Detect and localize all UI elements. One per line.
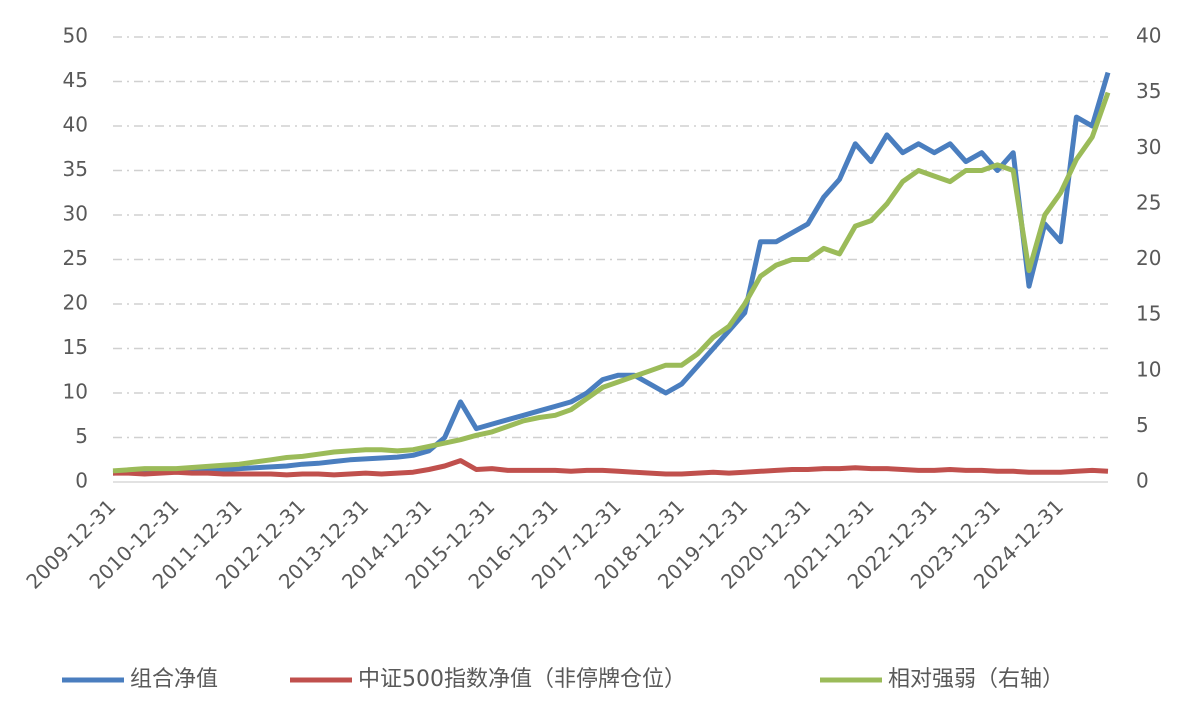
series-line (112, 91, 1111, 474)
y-tick-label: 40 (63, 113, 88, 137)
y-tick-label: 35 (63, 157, 88, 181)
y2-tick-label: 25 (1136, 190, 1161, 214)
series-line (113, 458, 1109, 478)
legend-label: 相对强弱（右轴） (888, 667, 1064, 692)
y2-tick-label: 40 (1136, 24, 1161, 48)
y2-tick-label: 30 (1136, 135, 1161, 159)
y2-tick-label: 5 (1136, 413, 1149, 437)
y2-tick-label: 15 (1136, 302, 1161, 326)
y-tick-label: 20 (63, 291, 88, 315)
y-tick-label: 25 (63, 246, 88, 270)
y-tick-label: 10 (63, 380, 88, 404)
y-tick-label: 0 (75, 469, 88, 493)
y2-tick-label: 0 (1136, 469, 1149, 493)
series-line (112, 71, 1111, 476)
y-tick-label: 45 (63, 68, 88, 92)
y-tick-label: 50 (63, 24, 88, 48)
y2-tick-label: 35 (1136, 79, 1161, 103)
y-tick-label: 30 (63, 202, 88, 226)
y2-tick-label: 20 (1136, 246, 1161, 270)
legend-label: 中证500指数净值（非停牌仓位） (358, 667, 686, 692)
legend-label: 组合净值 (130, 667, 218, 692)
y-tick-label: 5 (75, 424, 88, 448)
y-tick-label: 15 (63, 335, 88, 359)
y2-tick-label: 10 (1136, 357, 1161, 381)
